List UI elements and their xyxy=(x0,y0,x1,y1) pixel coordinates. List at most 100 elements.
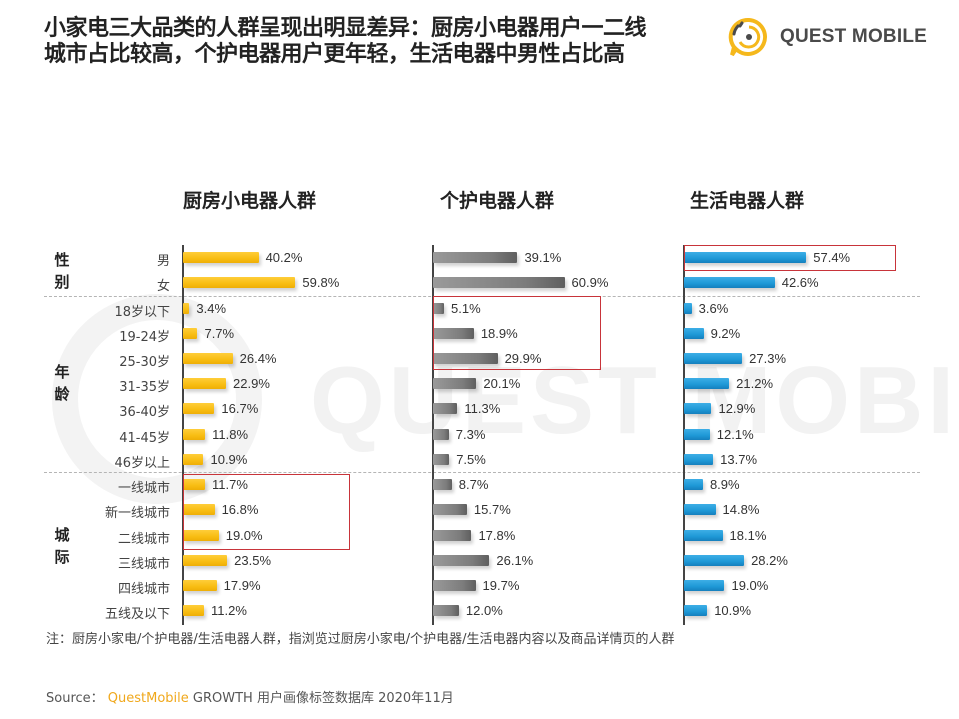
row-label: 一线城市 xyxy=(117,481,170,496)
value-label-personal: 39.1% xyxy=(524,250,562,265)
bar-personal xyxy=(433,479,452,490)
value-label-personal: 5.1% xyxy=(451,301,481,316)
value-label-kitchen: 19.0% xyxy=(225,528,263,543)
value-label-kitchen: 11.7% xyxy=(211,477,248,492)
questmobile-logo: QUEST MOBILE xyxy=(726,14,927,60)
separator-age-city xyxy=(44,472,920,473)
bar-living xyxy=(684,303,692,314)
bar-living xyxy=(684,252,807,263)
value-label-living: 14.8% xyxy=(722,502,760,517)
bar-kitchen xyxy=(183,580,217,591)
value-label-personal: 20.1% xyxy=(483,376,521,391)
value-label-kitchen: 23.5% xyxy=(234,553,272,568)
value-label-kitchen: 17.9% xyxy=(223,578,261,593)
value-label-kitchen: 11.2% xyxy=(211,603,247,618)
value-label-kitchen: 59.8% xyxy=(302,275,340,290)
title-line-2: 城市占比较高，个护电器用户更年轻，生活电器中男性占比高 xyxy=(44,42,625,67)
bar-kitchen xyxy=(183,479,205,490)
row-label: 四线城市 xyxy=(117,582,170,597)
bar-kitchen xyxy=(183,277,296,288)
source-prefix: Source： xyxy=(46,691,104,706)
bar-kitchen xyxy=(183,504,215,515)
group-label-city: 城 际 xyxy=(50,524,74,568)
group-label-char: 年 xyxy=(54,363,70,381)
value-label-living: 18.1% xyxy=(729,528,767,543)
bar-living xyxy=(684,378,730,389)
bar-kitchen xyxy=(183,605,205,616)
value-label-personal: 8.7% xyxy=(458,477,489,492)
footnote: 注：厨房小家电/个护电器/生活电器人群，指浏览过厨房小家电/个护电器/生活电器内… xyxy=(46,632,675,647)
bar-kitchen xyxy=(183,252,259,263)
source-brand: QuestMobile xyxy=(107,691,189,706)
value-label-living: 21.2% xyxy=(736,376,774,391)
bar-living xyxy=(684,580,725,591)
header-living: 生活电器人群 xyxy=(690,190,805,212)
bar-kitchen xyxy=(183,353,233,364)
header-kitchen: 厨房小电器人群 xyxy=(183,190,317,212)
bar-kitchen xyxy=(183,454,204,465)
row-label: 二线城市 xyxy=(117,532,170,547)
row-label: 25-30岁 xyxy=(119,355,170,370)
bar-personal xyxy=(433,277,565,288)
row-label: 41-45岁 xyxy=(119,431,170,446)
bar-living xyxy=(684,555,745,566)
bar-personal xyxy=(433,530,472,541)
group-label-char: 龄 xyxy=(54,385,70,403)
value-label-kitchen: 16.7% xyxy=(221,401,259,416)
highlight-living-gender xyxy=(684,245,896,271)
row-label: 新一线城市 xyxy=(104,506,170,521)
group-label-char: 际 xyxy=(54,548,70,566)
row-label: 18岁以下 xyxy=(114,305,170,320)
bar-living xyxy=(684,429,710,440)
questmobile-logo-icon xyxy=(726,14,772,60)
bar-living xyxy=(684,277,775,288)
highlight-kitchen-city xyxy=(183,474,350,550)
value-label-living: 13.7% xyxy=(720,452,758,467)
value-label-personal: 19.7% xyxy=(482,578,520,593)
value-label-living: 8.9% xyxy=(709,477,740,492)
value-label-kitchen: 26.4% xyxy=(239,351,277,366)
source-line: Source： QuestMobile GROWTH 用户画像标签数据库 202… xyxy=(46,687,454,706)
logo-text: QUEST MOBILE xyxy=(780,26,928,47)
bar-kitchen xyxy=(183,530,219,541)
value-label-personal: 15.7% xyxy=(473,502,511,517)
bar-personal xyxy=(433,605,459,616)
group-label-char: 城 xyxy=(54,526,70,544)
highlight-personal-age xyxy=(433,296,601,370)
value-label-kitchen: 40.2% xyxy=(265,250,303,265)
bar-living xyxy=(684,479,703,490)
value-label-living: 12.1% xyxy=(716,427,754,442)
value-label-personal: 17.8% xyxy=(478,528,516,543)
header-personal: 个护电器人群 xyxy=(440,190,555,212)
value-label-personal: 29.9% xyxy=(504,351,542,366)
axis-living xyxy=(683,245,685,625)
value-label-personal: 60.9% xyxy=(571,275,609,290)
title-line-1: 小家电三大品类的人群呈现出明显差异：厨房小电器用户一二线 xyxy=(44,16,647,41)
bar-personal xyxy=(433,378,477,389)
value-label-personal: 12.0% xyxy=(465,603,503,618)
row-label: 五线及以下 xyxy=(104,607,170,622)
value-label-living: 19.0% xyxy=(731,578,769,593)
bar-kitchen xyxy=(183,429,206,440)
bar-personal xyxy=(433,580,476,591)
bar-personal xyxy=(433,429,449,440)
value-label-kitchen: 10.9% xyxy=(210,452,248,467)
bar-living xyxy=(684,504,716,515)
row-label: 31-35岁 xyxy=(119,380,170,395)
value-label-personal: 26.1% xyxy=(496,553,534,568)
value-label-living: 28.2% xyxy=(751,553,788,568)
value-label-living: 12.9% xyxy=(718,401,756,416)
watermark-text: QUEST MOBILE xyxy=(310,347,959,454)
bar-personal xyxy=(433,504,467,515)
value-label-personal: 18.9% xyxy=(480,326,518,341)
group-label-gender: 性 别 xyxy=(50,249,74,293)
source-rest: GROWTH 用户画像标签数据库 2020年11月 xyxy=(188,691,454,706)
bar-living xyxy=(684,353,743,364)
axis-personal xyxy=(432,245,434,625)
bar-kitchen xyxy=(183,303,190,314)
bar-personal xyxy=(433,303,445,314)
bar-personal xyxy=(433,328,474,339)
bar-living xyxy=(684,530,723,541)
value-label-kitchen: 16.8% xyxy=(221,502,259,517)
value-label-living: 42.6% xyxy=(781,275,819,290)
